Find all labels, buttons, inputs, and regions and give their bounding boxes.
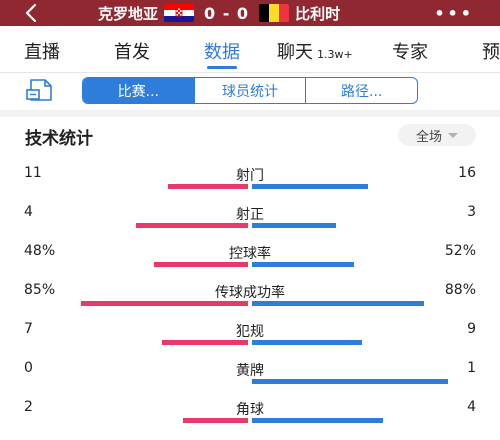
stat-row: 48% 控球率 52% (0, 243, 500, 273)
stat-row: 2 角球 4 (0, 399, 500, 429)
home-stat-value: 7 (24, 321, 33, 337)
home-stat-bar (154, 262, 248, 267)
away-stat-bar (252, 223, 336, 228)
home-stat-value: 0 (24, 360, 33, 376)
away-stat-bar (252, 379, 448, 384)
away-stat-bar (252, 262, 354, 267)
segment-path[interactable]: 路径... (341, 83, 383, 100)
away-stat-bar (252, 418, 383, 423)
tab-prediction[interactable]: 预 (482, 38, 500, 64)
away-stat-value: 1 (467, 360, 476, 376)
tab-lineup[interactable]: 首发 (114, 38, 150, 64)
stat-row: 7 犯规 9 (0, 321, 500, 351)
tab-live-label: 直播 (24, 42, 60, 63)
away-stat-value: 9 (467, 321, 476, 337)
match-header: 克罗地亚 0 - 0 比利时 ••• (0, 0, 500, 26)
stats-segment-control: 比赛... 球员统计 路径... (82, 77, 418, 104)
stat-label: 控球率 (229, 246, 271, 262)
tab-chat-label: 聊天 (277, 42, 313, 63)
more-options-icon[interactable]: ••• (434, 3, 474, 23)
tab-data[interactable]: 数据 (204, 38, 240, 64)
back-button[interactable] (20, 2, 42, 24)
stat-label: 射正 (236, 207, 264, 223)
stat-row: 11 射门 16 (0, 165, 500, 195)
tab-live[interactable]: 直播 (24, 38, 60, 64)
stat-row: 85% 传球成功率 88% (0, 282, 500, 312)
belgium-flag-icon (259, 4, 290, 22)
tab-experts[interactable]: 专家 (392, 38, 428, 64)
tab-data-label: 数据 (204, 42, 240, 63)
tab-lineup-label: 首发 (114, 42, 150, 63)
away-stat-value: 3 (467, 204, 476, 220)
home-stat-bar (168, 184, 248, 189)
period-filter-label: 全场 (415, 129, 442, 145)
tab-experts-label: 专家 (392, 42, 428, 63)
away-stat-bar (252, 301, 424, 306)
home-stat-bar (136, 223, 248, 228)
chat-count-badge: 1.3w+ (317, 48, 353, 61)
home-stat-bar (162, 340, 248, 345)
away-team-name: 比利时 (295, 4, 341, 23)
tab-chat[interactable]: 聊天 1.3w+ (277, 38, 353, 64)
tab-prediction-label: 预 (482, 42, 500, 63)
section-gap (0, 110, 500, 117)
stat-label: 射门 (236, 168, 264, 184)
segment-player-stats[interactable]: 球员统计 (195, 78, 307, 103)
home-stat-value: 85% (24, 282, 56, 298)
home-stat-value: 48% (24, 243, 56, 259)
away-stat-value: 4 (467, 399, 476, 415)
away-stat-value: 52% (444, 243, 476, 259)
stat-label: 犯规 (236, 324, 264, 340)
document-icon[interactable] (25, 78, 59, 102)
away-stat-value: 16 (458, 165, 476, 181)
period-filter-dropdown[interactable]: 全场 (398, 124, 476, 146)
home-stat-value: 4 (24, 204, 33, 220)
stat-label: 角球 (236, 402, 264, 418)
divider (0, 72, 500, 73)
croatia-flag-icon (164, 4, 195, 22)
segment-match[interactable]: 比赛... (83, 78, 195, 103)
caret-down-icon (448, 132, 458, 138)
stat-label: 黄牌 (236, 363, 264, 379)
home-stat-value: 11 (24, 165, 42, 181)
stat-label: 传球成功率 (215, 285, 285, 301)
section-title: 技术统计 (25, 129, 93, 149)
home-stat-bar (183, 418, 248, 423)
chevron-left-icon (25, 3, 37, 23)
match-score: 0 - 0 (204, 3, 250, 23)
home-stat-value: 2 (24, 399, 33, 415)
match-summary: 克罗地亚 0 - 0 比利时 (98, 0, 340, 26)
away-stat-value: 88% (444, 282, 476, 298)
away-stat-bar (252, 184, 368, 189)
active-tab-indicator (207, 66, 237, 69)
home-stat-bar (81, 301, 248, 306)
home-team-name: 克罗地亚 (98, 4, 159, 23)
nav-tabs: 直播 首发 数据 聊天 1.3w+ 专家 预 (0, 26, 500, 72)
away-stat-bar (252, 340, 362, 345)
stat-row: 0 黄牌 1 (0, 360, 500, 390)
stat-row: 4 射正 3 (0, 204, 500, 234)
